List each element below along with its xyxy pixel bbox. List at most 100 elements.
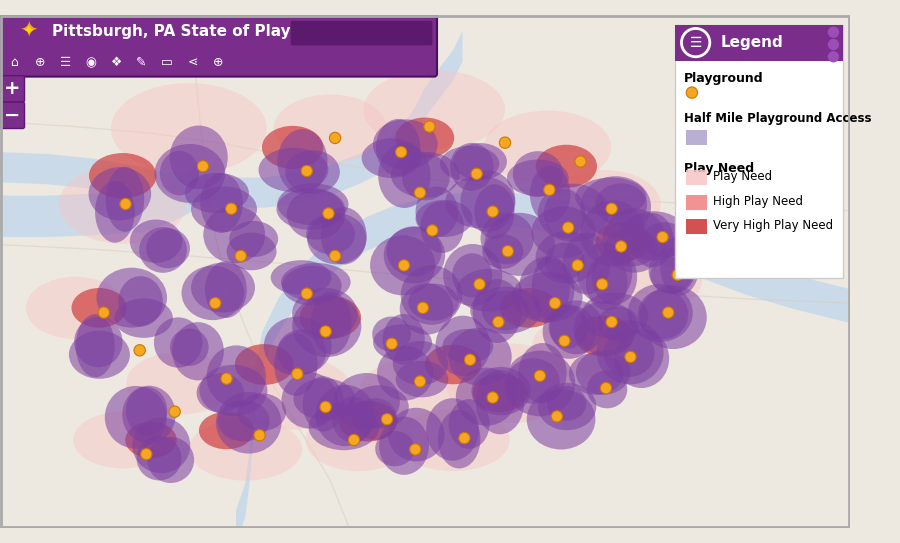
Text: Play Need: Play Need — [684, 162, 754, 175]
Text: Half Mile Playground Access: Half Mile Playground Access — [684, 111, 872, 124]
Ellipse shape — [631, 213, 673, 268]
Ellipse shape — [172, 322, 224, 381]
Polygon shape — [0, 0, 463, 208]
Circle shape — [597, 279, 608, 290]
Ellipse shape — [446, 176, 515, 228]
Circle shape — [616, 241, 626, 252]
Circle shape — [220, 373, 232, 384]
Ellipse shape — [373, 317, 411, 352]
FancyBboxPatch shape — [0, 15, 850, 528]
Ellipse shape — [443, 329, 493, 363]
Text: ◉: ◉ — [86, 56, 96, 69]
Text: High Play Need: High Play Need — [713, 195, 803, 207]
Circle shape — [210, 298, 220, 309]
Ellipse shape — [375, 431, 415, 466]
Ellipse shape — [292, 295, 361, 357]
Ellipse shape — [184, 173, 249, 213]
Ellipse shape — [199, 412, 254, 449]
Ellipse shape — [378, 143, 430, 208]
FancyBboxPatch shape — [0, 102, 24, 129]
Ellipse shape — [513, 151, 563, 197]
Text: ☰: ☰ — [689, 36, 702, 49]
Circle shape — [399, 260, 410, 271]
Ellipse shape — [602, 209, 666, 273]
Ellipse shape — [232, 356, 353, 430]
Ellipse shape — [448, 327, 512, 386]
Circle shape — [120, 198, 131, 210]
Ellipse shape — [595, 184, 647, 226]
Ellipse shape — [518, 257, 574, 323]
Ellipse shape — [154, 317, 202, 368]
Ellipse shape — [660, 236, 699, 295]
Ellipse shape — [334, 373, 400, 430]
Ellipse shape — [580, 293, 649, 339]
Ellipse shape — [531, 206, 596, 258]
Ellipse shape — [550, 300, 603, 354]
FancyBboxPatch shape — [686, 130, 707, 146]
Ellipse shape — [182, 266, 244, 320]
Circle shape — [600, 382, 612, 394]
Ellipse shape — [544, 243, 584, 280]
Circle shape — [169, 406, 180, 418]
Circle shape — [323, 208, 334, 219]
Ellipse shape — [277, 129, 328, 194]
Ellipse shape — [481, 213, 534, 264]
Ellipse shape — [538, 184, 609, 242]
Ellipse shape — [396, 409, 509, 471]
FancyBboxPatch shape — [0, 12, 437, 77]
Circle shape — [254, 430, 266, 441]
Ellipse shape — [453, 143, 507, 180]
Ellipse shape — [146, 229, 190, 268]
Ellipse shape — [577, 243, 633, 304]
Ellipse shape — [388, 408, 445, 462]
Text: ✦: ✦ — [19, 21, 38, 41]
Ellipse shape — [576, 350, 630, 395]
Ellipse shape — [619, 211, 688, 261]
Circle shape — [464, 354, 476, 365]
Ellipse shape — [440, 146, 500, 181]
Ellipse shape — [392, 341, 448, 386]
Ellipse shape — [532, 314, 638, 377]
Ellipse shape — [604, 329, 654, 377]
Ellipse shape — [309, 403, 379, 450]
Circle shape — [395, 147, 407, 158]
Ellipse shape — [455, 368, 517, 426]
Ellipse shape — [238, 393, 286, 431]
Text: Legend: Legend — [720, 35, 783, 50]
Ellipse shape — [374, 324, 432, 361]
Circle shape — [500, 137, 510, 148]
Ellipse shape — [292, 288, 357, 339]
Ellipse shape — [396, 361, 448, 397]
Ellipse shape — [274, 333, 318, 396]
Text: +: + — [4, 79, 21, 98]
Ellipse shape — [597, 320, 663, 384]
Ellipse shape — [69, 331, 130, 379]
Circle shape — [414, 187, 426, 198]
Ellipse shape — [536, 231, 598, 283]
Circle shape — [502, 245, 514, 257]
Ellipse shape — [409, 283, 459, 320]
Circle shape — [427, 225, 438, 236]
Ellipse shape — [400, 283, 454, 334]
Ellipse shape — [436, 315, 490, 376]
Ellipse shape — [638, 289, 689, 339]
Ellipse shape — [132, 418, 190, 473]
FancyBboxPatch shape — [675, 24, 843, 60]
Ellipse shape — [104, 386, 166, 449]
Ellipse shape — [532, 255, 570, 320]
Ellipse shape — [74, 317, 122, 367]
Ellipse shape — [450, 143, 493, 191]
Text: Play Need: Play Need — [713, 170, 772, 183]
Ellipse shape — [452, 253, 492, 298]
Ellipse shape — [543, 305, 596, 359]
Ellipse shape — [456, 269, 522, 312]
Text: ⋖: ⋖ — [187, 56, 198, 69]
Ellipse shape — [191, 263, 255, 312]
Circle shape — [672, 269, 683, 281]
Ellipse shape — [639, 286, 706, 349]
Ellipse shape — [597, 307, 639, 341]
Ellipse shape — [315, 385, 375, 446]
Circle shape — [828, 39, 839, 50]
Ellipse shape — [126, 387, 167, 435]
Polygon shape — [236, 192, 850, 543]
